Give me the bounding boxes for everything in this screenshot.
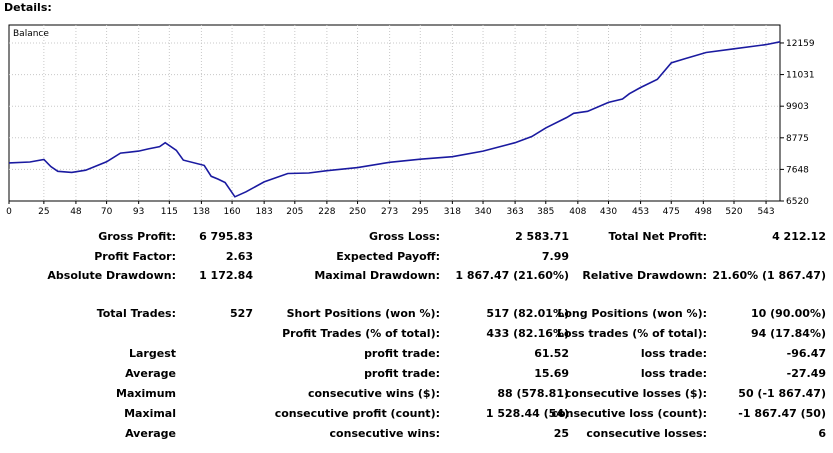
average-consecutive-losses-label: consecutive losses: [586, 427, 707, 440]
consecutive-wins-label: consecutive wins ($): [307, 387, 440, 400]
largest-profit-value: 61.52 [534, 347, 569, 360]
x-tick-label: 453 [632, 207, 649, 217]
chart-plot-area [8, 24, 781, 202]
x-tick-label: 160 [223, 207, 240, 217]
x-tick-label: 115 [161, 207, 178, 217]
largest-label: Largest [129, 347, 176, 360]
expected-payoff-value: 7.99 [541, 250, 569, 263]
x-tick-label: 520 [725, 207, 742, 217]
total-trades-value: 527 [230, 307, 253, 320]
y-axis-ticks: 6520 7648 8775 9903 11031 12159 [780, 39, 815, 207]
gross-loss-label: Gross Loss: [369, 230, 440, 243]
x-tick-label: 318 [444, 207, 461, 217]
x-tick-label: 228 [318, 207, 335, 217]
y-tick-label: 6520 [786, 197, 809, 207]
long-positions-label: Long Positions (won %): [557, 307, 707, 320]
total-net-profit-label: Total Net Profit: [608, 230, 708, 243]
x-tick-label: 48 [70, 207, 82, 217]
x-tick-label: 475 [663, 207, 680, 217]
total-net-profit-value: 4 212.12 [772, 230, 826, 243]
consecutive-wins-value: 88 (578.81) [497, 387, 569, 400]
y-tick-label: 9903 [786, 102, 809, 112]
x-tick-label: 543 [757, 207, 774, 217]
relative-drawdown-label: Relative Drawdown: [582, 269, 707, 282]
y-tick-label: 7648 [786, 165, 809, 175]
maximal-drawdown-value: 1 867.47 (21.60%) [455, 269, 569, 282]
profit-trades-value: 433 (82.16%) [486, 327, 569, 340]
relative-drawdown-value: 21.60% (1 867.47) [712, 269, 826, 282]
x-tick-label: 295 [412, 207, 429, 217]
x-tick-label: 138 [193, 207, 210, 217]
profit-factor-label: Profit Factor: [94, 250, 176, 263]
x-tick-label: 93 [133, 207, 144, 217]
consecutive-losses-value: 50 (-1 867.47) [738, 387, 826, 400]
profit-factor-value: 2.63 [225, 250, 253, 263]
absolute-drawdown-label: Absolute Drawdown: [47, 269, 176, 282]
consecutive-loss-label: consecutive loss (count): [551, 407, 707, 420]
x-tick-label: 70 [101, 207, 113, 217]
x-tick-label: 340 [474, 207, 491, 217]
average-loss-value: -27.49 [786, 367, 826, 380]
average-consecutive-wins-value: 25 [553, 427, 569, 440]
x-tick-label: 363 [507, 207, 524, 217]
consecutive-profit-label: consecutive profit (count): [274, 407, 440, 420]
x-tick-label: 250 [349, 207, 366, 217]
x-tick-label: 498 [695, 207, 712, 217]
maximal-drawdown-label: Maximal Drawdown: [314, 269, 440, 282]
long-positions-value: 10 (90.00%) [750, 307, 826, 320]
average-consecutive-losses-value: 6 [818, 427, 826, 440]
x-tick-label: 183 [256, 207, 273, 217]
gross-loss-value: 2 583.71 [515, 230, 569, 243]
y-tick-label: 12159 [786, 39, 815, 49]
loss-trades-value: 94 (17.84%) [750, 327, 826, 340]
balance-series-line [8, 41, 781, 198]
x-tick-label: 0 [6, 207, 12, 217]
y-tick-label: 8775 [786, 134, 809, 144]
balance-chart: 0 25 48 70 93 115 138 160 183 205 228 250 273 295 318 3… [6, 24, 815, 217]
x-tick-label: 205 [286, 207, 303, 217]
maximal-label: Maximal [124, 407, 176, 420]
average-profit-value: 15.69 [534, 367, 569, 380]
expected-payoff-label: Expected Payoff: [336, 250, 440, 263]
maximum-label: Maximum [116, 387, 176, 400]
largest-loss-value: -96.47 [786, 347, 826, 360]
gross-profit-value: 6 795.83 [199, 230, 253, 243]
largest-profit-label: profit trade: [364, 347, 440, 360]
details-title: Details: [4, 1, 52, 14]
chart-legend: Balance [13, 29, 49, 39]
consecutive-profit-value: 1 528.44 (54) [485, 407, 569, 420]
consecutive-losses-label: consecutive losses ($): [564, 387, 707, 400]
average-consecutive-wins-label: consecutive wins: [329, 427, 440, 440]
x-axis-ticks: 0 25 48 70 93 115 138 160 183 205 228 250 273 295 318 3… [6, 201, 775, 217]
average-consecutive-label: Average [125, 427, 176, 440]
average-profit-label: profit trade: [364, 367, 440, 380]
average-loss-label: loss trade: [640, 367, 707, 380]
total-trades-label: Total Trades: [96, 307, 176, 320]
x-tick-label: 385 [537, 207, 554, 217]
absolute-drawdown-value: 1 172.84 [199, 269, 253, 282]
loss-trades-label: Loss trades (% of total): [556, 327, 707, 340]
consecutive-loss-value: -1 867.47 (50) [738, 407, 826, 420]
gross-profit-label: Gross Profit: [98, 230, 176, 243]
x-tick-label: 25 [38, 207, 49, 217]
largest-loss-label: loss trade: [640, 347, 707, 360]
profit-trades-label: Profit Trades (% of total): [282, 327, 440, 340]
average-label: Average [125, 367, 176, 380]
x-tick-label: 430 [600, 207, 617, 217]
y-tick-label: 11031 [786, 71, 815, 81]
short-positions-label: Short Positions (won %): [286, 307, 440, 320]
chart-grid [9, 25, 780, 201]
x-tick-label: 273 [381, 207, 398, 217]
short-positions-value: 517 (82.01%) [486, 307, 569, 320]
x-tick-label: 408 [569, 207, 586, 217]
